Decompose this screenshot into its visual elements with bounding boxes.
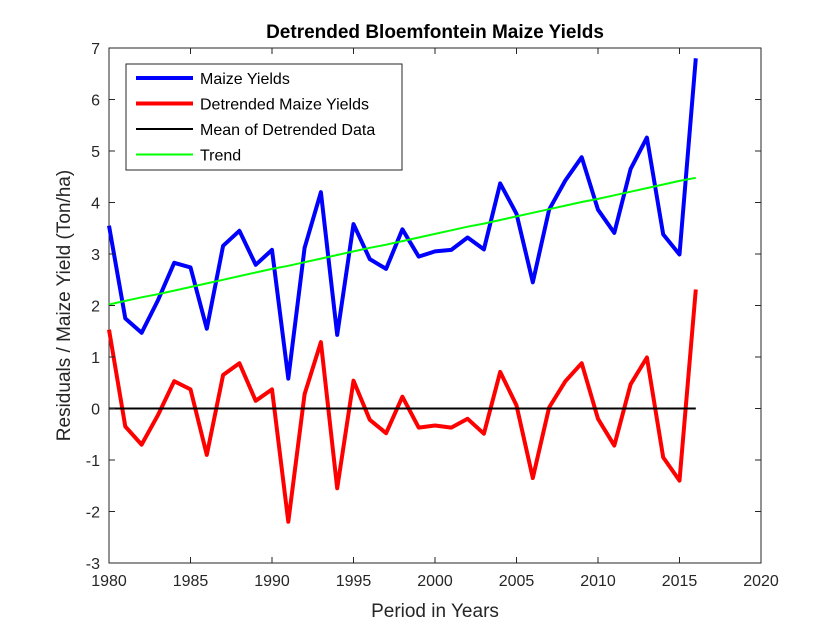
series-layer <box>107 58 698 524</box>
x-tick-label: 1995 <box>336 573 372 590</box>
y-tick-label: 0 <box>91 402 100 419</box>
y-tick-label: 5 <box>91 144 100 161</box>
y-tick-label: 3 <box>91 247 100 264</box>
x-axis-label: Period in Years <box>371 601 499 622</box>
x-axis: 1980 1985 1990 1995 2000 2005 2010 2015 2020 <box>91 48 779 590</box>
x-tick-label: 1980 <box>91 573 127 590</box>
series-line-4 <box>108 176 696 306</box>
x-tick-label: 2020 <box>743 573 779 590</box>
y-tick-label: -1 <box>86 453 100 470</box>
y-tick-label: 7 <box>91 41 100 58</box>
legend-label: Mean of Detrended Data <box>200 122 375 139</box>
legend-label: Maize Yields <box>200 71 290 88</box>
x-tick-label: 2000 <box>417 573 453 590</box>
y-tick-label: 2 <box>91 299 100 316</box>
y-axis-label: Residuals / Maize Yield (Ton/ha) <box>54 170 75 441</box>
x-tick-label: 2010 <box>580 573 616 590</box>
y-tick-label: -3 <box>86 556 100 573</box>
legend-label: Detrended Maize Yields <box>200 97 369 114</box>
legend-box <box>125 63 403 171</box>
y-tick-label: 1 <box>91 350 100 367</box>
series-line-1 <box>107 58 698 381</box>
x-tick-label: 2005 <box>499 573 535 590</box>
y-tick-label: 4 <box>91 196 100 213</box>
y-axis: -3 -2 -1 0 1 2 3 4 5 6 7 <box>86 41 761 573</box>
x-tick-label: 2015 <box>662 573 698 590</box>
legend-label: Trend <box>200 148 241 165</box>
series-line-2 <box>107 289 698 524</box>
legend: Maize Yields Detrended Maize Yields Mean o… <box>125 63 403 171</box>
y-tick-label: 6 <box>91 93 100 110</box>
y-tick-label: -2 <box>86 505 100 522</box>
x-tick-label: 1990 <box>254 573 290 590</box>
chart-title: Detrended Bloemfontein Maize Yields <box>266 22 604 43</box>
x-tick-label: 1985 <box>173 573 209 590</box>
